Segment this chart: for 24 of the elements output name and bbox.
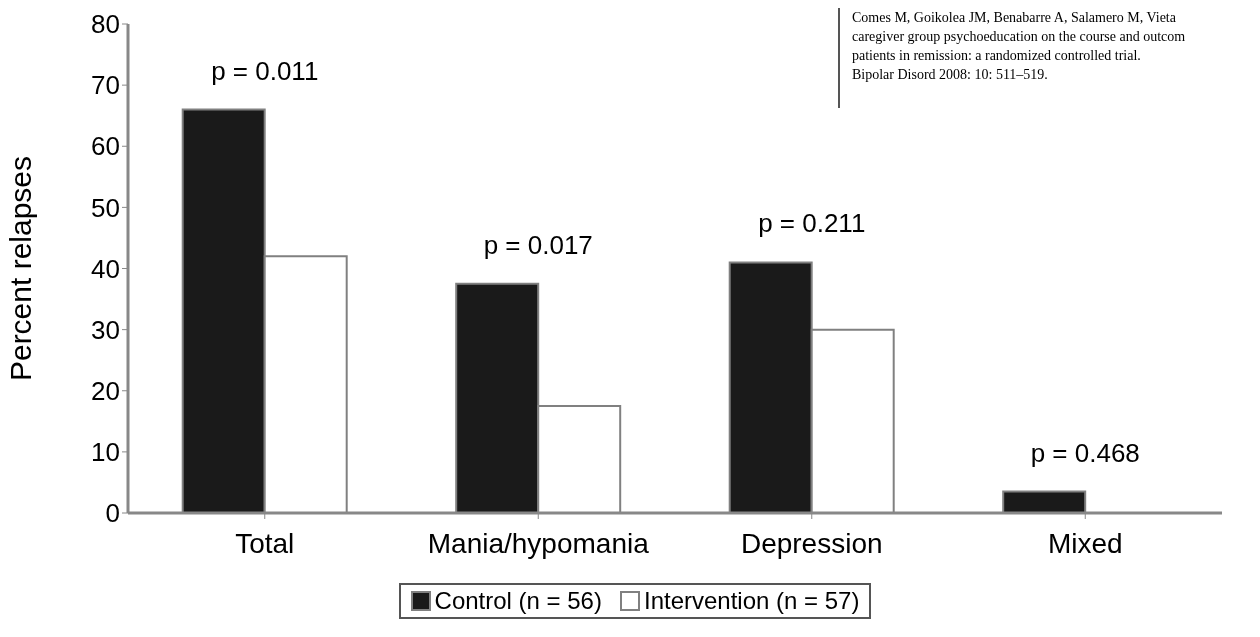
annotation: Bipolar Disord 2008: 10: 511–519. <box>852 66 1049 84</box>
x-tick-label: Mania/hypomania <box>427 527 650 559</box>
y-axis-title: Percent relapses <box>3 155 37 382</box>
annotation: caregiver group psychoeducation on the course and outcom <box>852 28 1187 46</box>
annotation: p = 0.211 <box>758 208 866 239</box>
annotation: p = 0.468 <box>1030 437 1140 468</box>
y-tick-label: 30 <box>91 314 120 345</box>
annotation: p = 0.017 <box>483 229 593 260</box>
y-tick-label: 40 <box>91 253 120 284</box>
annotation: Comes M, Goikolea JM, Benabarre A, Salamero M, Vieta <box>852 9 1177 27</box>
annotation: p = 0.011 <box>211 55 319 86</box>
y-tick-label: 60 <box>91 131 120 162</box>
y-tick-label: 70 <box>91 70 120 101</box>
y-tick-label: 20 <box>91 375 120 406</box>
x-tick-label: Total <box>235 527 295 559</box>
x-tick-label: Mixed <box>1047 527 1123 559</box>
y-tick-label: 0 <box>105 498 120 529</box>
legend-label: Control (n = 56) <box>433 587 602 615</box>
y-tick-label: 10 <box>91 437 120 468</box>
legend-label: Intervention (n = 57) <box>642 587 860 615</box>
x-tick-label: Depression <box>740 527 883 559</box>
y-tick-label: 80 <box>91 9 120 40</box>
annotation: patients in remission: a randomized controlled trial. <box>852 47 1142 65</box>
y-tick-label: 50 <box>91 192 120 223</box>
